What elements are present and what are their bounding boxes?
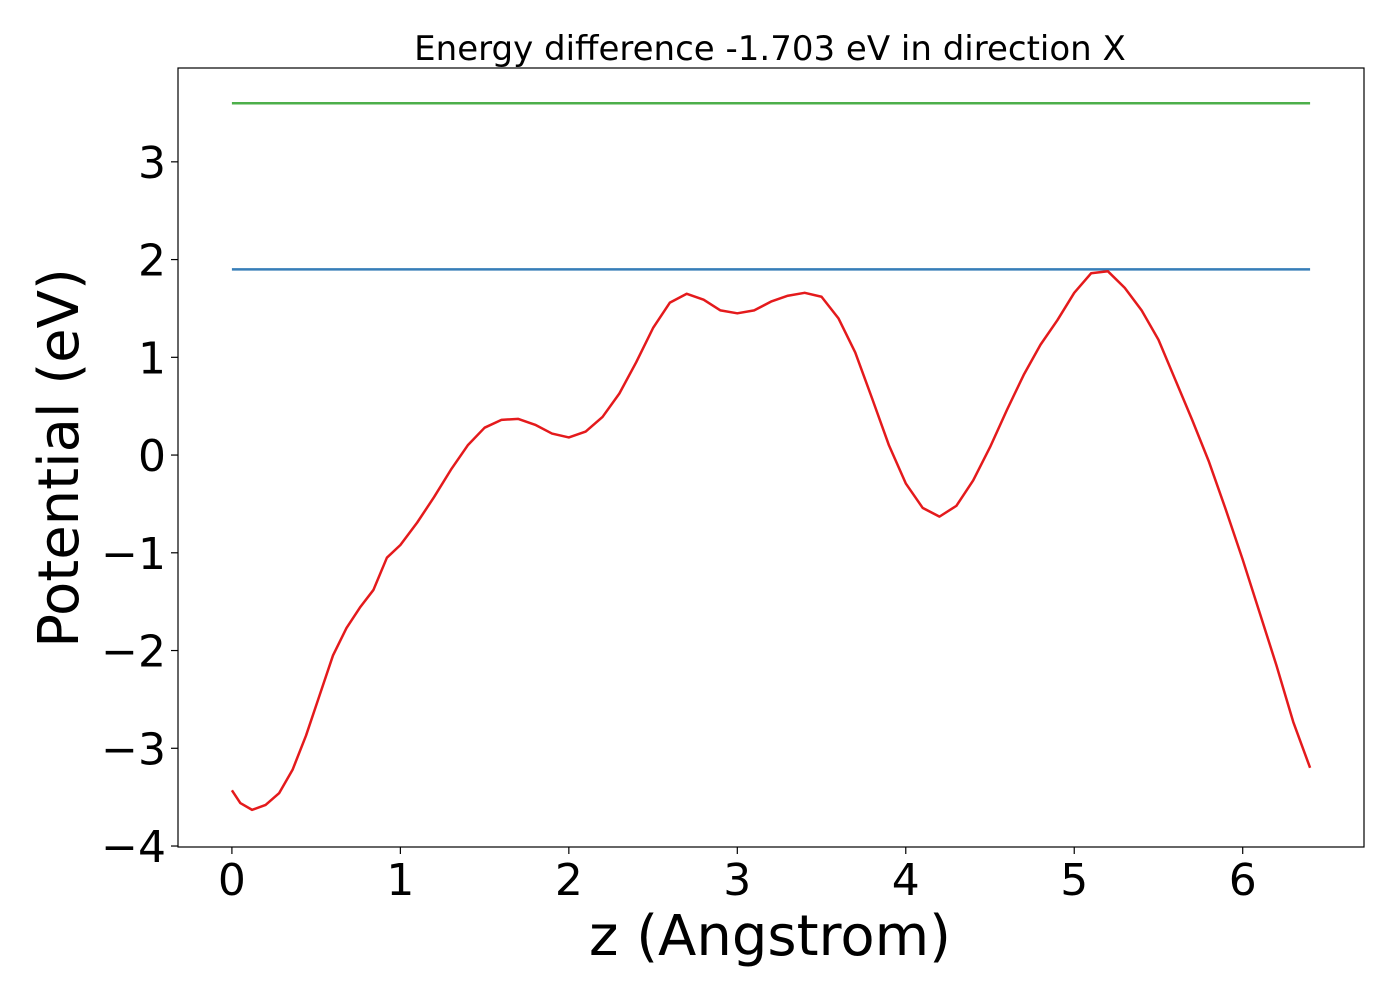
y-tick-label: 3 (138, 138, 166, 189)
x-tick-label: 5 (1060, 855, 1088, 906)
x-tick-label: 0 (218, 855, 246, 906)
chart-title: Energy difference -1.703 eV in direction… (414, 29, 1126, 69)
y-tick-label: 1 (138, 333, 166, 384)
x-tick-label: 4 (892, 855, 920, 906)
x-axis-label: z (Angstrom) (589, 904, 951, 969)
y-tick-label: −4 (101, 822, 166, 873)
x-tick-label: 3 (723, 855, 751, 906)
y-tick-label: −2 (101, 627, 166, 678)
series-line (230, 270, 1312, 812)
y-axis-label: Potential (eV) (27, 268, 92, 648)
y-tick-label: −3 (101, 724, 166, 775)
plot-frame (177, 67, 1365, 848)
y-tick-label: 0 (138, 431, 166, 482)
x-tick-label: 2 (555, 855, 583, 906)
x-tick-label: 6 (1229, 855, 1257, 906)
y-tick-label: 2 (138, 236, 166, 287)
y-tick-label: −1 (101, 529, 166, 580)
x-tick-label: 1 (386, 855, 414, 906)
